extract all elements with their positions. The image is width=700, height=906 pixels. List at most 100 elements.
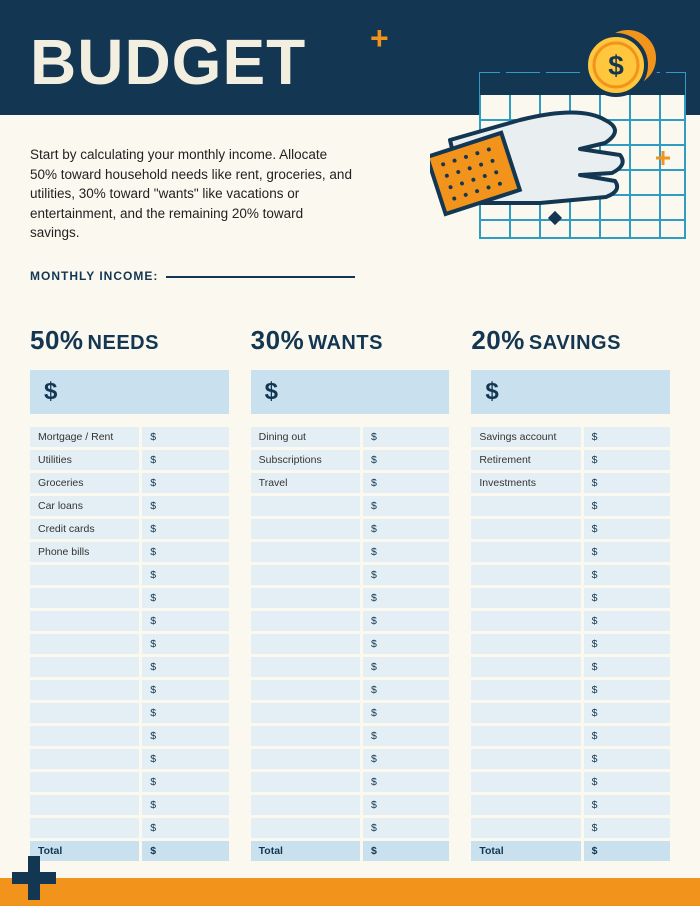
item-name[interactable]	[471, 772, 580, 792]
item-amount[interactable]: $	[581, 519, 670, 539]
item-amount[interactable]: $	[581, 450, 670, 470]
item-amount[interactable]: $	[360, 749, 449, 769]
item-amount[interactable]: $	[360, 542, 449, 562]
table-row[interactable]: Investments$	[471, 473, 670, 493]
item-name[interactable]: Car loans	[30, 496, 139, 516]
item-name[interactable]: Travel	[251, 473, 360, 493]
table-row[interactable]: $	[251, 611, 450, 631]
item-amount[interactable]: $	[581, 726, 670, 746]
table-row[interactable]: $	[251, 795, 450, 815]
table-row[interactable]: $	[30, 749, 229, 769]
item-amount[interactable]: $	[581, 657, 670, 677]
table-row[interactable]: $	[471, 496, 670, 516]
item-name[interactable]	[30, 680, 139, 700]
item-amount[interactable]: $	[360, 565, 449, 585]
item-amount[interactable]: $	[581, 473, 670, 493]
item-amount[interactable]: $	[360, 680, 449, 700]
item-name[interactable]: Credit cards	[30, 519, 139, 539]
item-amount[interactable]: $	[139, 818, 228, 838]
table-row[interactable]: $	[30, 657, 229, 677]
item-amount[interactable]: $	[139, 772, 228, 792]
item-name[interactable]	[30, 611, 139, 631]
item-name[interactable]	[251, 749, 360, 769]
table-row[interactable]: Travel$	[251, 473, 450, 493]
item-name[interactable]	[30, 726, 139, 746]
item-name[interactable]	[30, 795, 139, 815]
item-name[interactable]	[30, 565, 139, 585]
table-row[interactable]: Groceries$	[30, 473, 229, 493]
item-name[interactable]: Groceries	[30, 473, 139, 493]
item-amount[interactable]: $	[360, 588, 449, 608]
table-row[interactable]: $	[30, 772, 229, 792]
table-row[interactable]: $	[251, 726, 450, 746]
table-row[interactable]: $	[251, 703, 450, 723]
item-name[interactable]: Savings account	[471, 427, 580, 447]
item-amount[interactable]: $	[581, 427, 670, 447]
item-name[interactable]	[251, 519, 360, 539]
table-row[interactable]: $	[251, 496, 450, 516]
item-name[interactable]	[251, 496, 360, 516]
table-row[interactable]: $	[471, 680, 670, 700]
item-name[interactable]	[471, 565, 580, 585]
table-row[interactable]: Dining out$	[251, 427, 450, 447]
item-name[interactable]	[471, 519, 580, 539]
table-row[interactable]: Savings account$	[471, 427, 670, 447]
table-row[interactable]: $	[251, 818, 450, 838]
table-row[interactable]: $	[30, 565, 229, 585]
item-amount[interactable]: $	[581, 542, 670, 562]
table-row[interactable]: $	[251, 749, 450, 769]
item-amount[interactable]: $	[139, 519, 228, 539]
item-name[interactable]	[251, 818, 360, 838]
table-row[interactable]: $	[471, 726, 670, 746]
table-row[interactable]: $	[251, 772, 450, 792]
table-row[interactable]: $	[30, 634, 229, 654]
table-row[interactable]: $	[251, 542, 450, 562]
item-amount[interactable]: $	[581, 749, 670, 769]
item-amount[interactable]: $	[139, 427, 228, 447]
item-amount[interactable]: $	[139, 565, 228, 585]
item-name[interactable]	[471, 795, 580, 815]
table-row[interactable]: Car loans$	[30, 496, 229, 516]
item-amount[interactable]: $	[360, 726, 449, 746]
item-amount[interactable]: $	[360, 818, 449, 838]
table-row[interactable]: Utilities$	[30, 450, 229, 470]
table-row[interactable]: $	[471, 542, 670, 562]
table-row[interactable]: $	[30, 611, 229, 631]
item-amount[interactable]: $	[139, 634, 228, 654]
item-name[interactable]: Phone bills	[30, 542, 139, 562]
item-amount[interactable]: $	[139, 473, 228, 493]
item-name[interactable]	[30, 634, 139, 654]
item-amount[interactable]: $	[360, 611, 449, 631]
item-name[interactable]	[471, 611, 580, 631]
item-amount[interactable]: $	[360, 772, 449, 792]
table-row[interactable]: $	[251, 565, 450, 585]
item-name[interactable]	[471, 542, 580, 562]
income-underline[interactable]	[166, 276, 355, 278]
item-amount[interactable]: $	[581, 496, 670, 516]
item-name[interactable]	[30, 818, 139, 838]
item-amount[interactable]: $	[360, 473, 449, 493]
item-name[interactable]: Subscriptions	[251, 450, 360, 470]
item-amount[interactable]: $	[360, 427, 449, 447]
table-row[interactable]: $	[471, 772, 670, 792]
item-name[interactable]	[251, 795, 360, 815]
item-amount[interactable]: $	[139, 749, 228, 769]
table-row[interactable]: $	[471, 565, 670, 585]
table-row[interactable]: Credit cards$	[30, 519, 229, 539]
item-amount[interactable]: $	[360, 634, 449, 654]
item-name[interactable]: Retirement	[471, 450, 580, 470]
item-name[interactable]: Utilities	[30, 450, 139, 470]
item-amount[interactable]: $	[360, 450, 449, 470]
item-name[interactable]: Investments	[471, 473, 580, 493]
item-name[interactable]	[251, 680, 360, 700]
item-name[interactable]	[471, 680, 580, 700]
item-name[interactable]	[251, 772, 360, 792]
table-row[interactable]: $	[30, 588, 229, 608]
item-amount[interactable]: $	[581, 703, 670, 723]
table-row[interactable]: $	[30, 680, 229, 700]
table-row[interactable]: $	[471, 519, 670, 539]
item-name[interactable]: Mortgage / Rent	[30, 427, 139, 447]
item-name[interactable]: Dining out	[251, 427, 360, 447]
item-amount[interactable]: $	[581, 611, 670, 631]
table-row[interactable]: Mortgage / Rent$	[30, 427, 229, 447]
